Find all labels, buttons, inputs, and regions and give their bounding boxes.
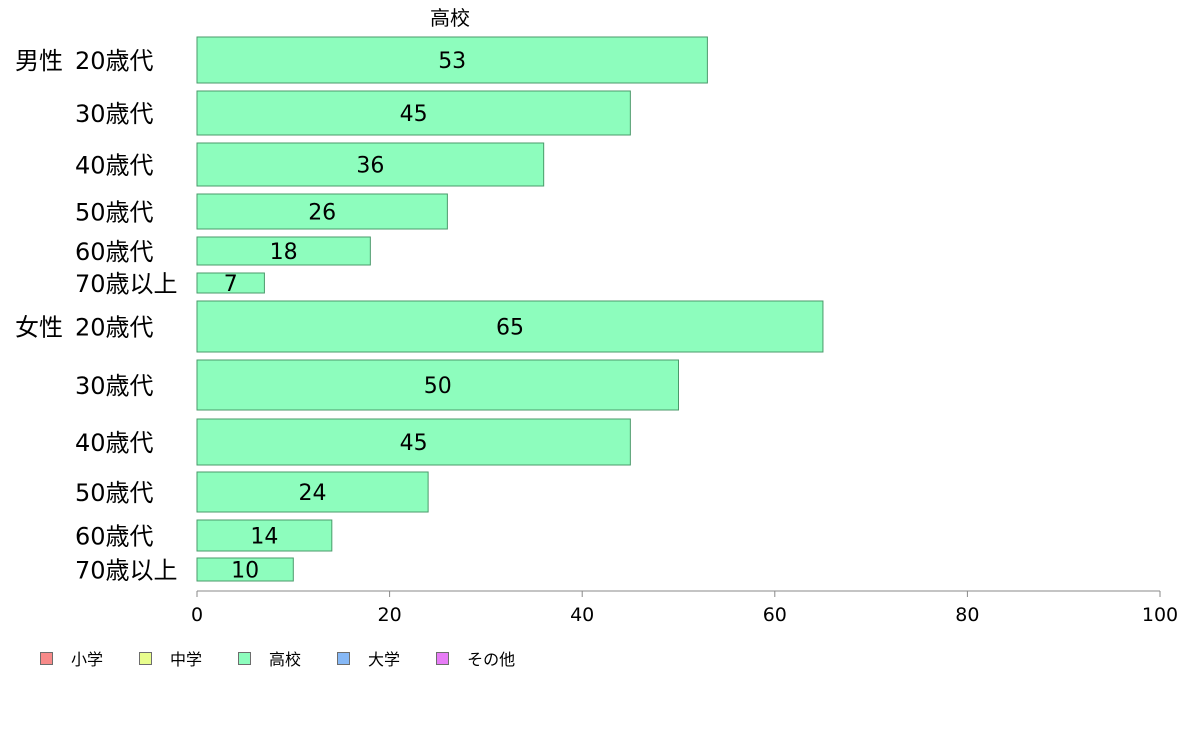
legend-item: 小学 [40, 646, 103, 670]
x-tick-label: 0 [191, 604, 203, 626]
category-label: 20歳代 [75, 314, 154, 342]
bar-male-2 [196, 142, 545, 187]
bar-male-3 [196, 193, 448, 230]
bar-value-label: 50 [424, 374, 452, 399]
category-label: 70歳以上 [75, 270, 178, 298]
bar-value-label: 45 [400, 102, 428, 127]
bar-female-2 [196, 418, 631, 466]
legend-label: 中学 [170, 650, 203, 669]
bar-value-label: 53 [438, 49, 466, 74]
legend-swatch [40, 651, 53, 665]
legend-label: 小学 [71, 650, 104, 669]
legend-item: 中学 [139, 646, 202, 670]
x-tick-label: 60 [763, 604, 787, 626]
bar-value-label: 36 [356, 154, 384, 179]
x-tick-label: 20 [378, 604, 402, 626]
legend-label: 大学 [368, 650, 401, 669]
bar-male-5 [196, 272, 265, 294]
bar-value-label: 14 [250, 525, 278, 550]
bar-male-0 [196, 36, 708, 84]
legend-item: 高校 [238, 646, 301, 670]
category-label: 30歳代 [75, 100, 154, 128]
legend-label: その他 [467, 650, 516, 669]
chart-title: 高校 [430, 6, 470, 30]
bar-value-label: 45 [400, 431, 428, 456]
legend-swatch [238, 651, 252, 665]
category-label: 40歳代 [75, 429, 154, 457]
category-label: 20歳代 [75, 47, 154, 75]
y-axis-labels: 20歳代男性30歳代40歳代50歳代60歳代70歳以上20歳代女性30歳代40歳… [15, 47, 178, 585]
category-label: 50歳代 [75, 479, 154, 507]
group-label: 男性 [15, 47, 63, 75]
legend-item: その他 [436, 646, 515, 670]
bar-female-1 [196, 359, 679, 411]
category-label: 70歳以上 [75, 557, 178, 585]
legend-swatch [139, 651, 153, 665]
bar-female-3 [196, 471, 429, 513]
x-tick-label: 40 [570, 604, 594, 626]
category-label: 60歳代 [75, 523, 154, 551]
legend-item: 大学 [337, 646, 400, 670]
bar-female-5 [196, 557, 294, 582]
bar-male-1 [196, 90, 631, 136]
legend: 小学 中学 高校 大学 その他 [40, 646, 551, 670]
legend-swatch [337, 651, 351, 665]
legend-label: 高校 [269, 650, 302, 669]
bar-value-label: 18 [270, 240, 298, 265]
bars-group: 53 45 36 26 18 7 65 50 45 24 14 10 [196, 36, 824, 584]
bar-value-label: 26 [308, 201, 336, 226]
bar-female-4 [196, 519, 333, 552]
x-tick-label: 100 [1142, 604, 1178, 626]
bar-value-label: 7 [224, 272, 238, 297]
group-label: 女性 [15, 314, 63, 342]
category-label: 60歳代 [75, 238, 154, 266]
legend-swatch [436, 651, 450, 665]
bar-value-label: 10 [231, 559, 259, 584]
x-tick-label: 80 [955, 604, 979, 626]
category-label: 50歳代 [75, 199, 154, 227]
category-label: 40歳代 [75, 152, 154, 180]
bar-value-label: 65 [496, 316, 524, 341]
category-label: 30歳代 [75, 372, 154, 400]
x-axis: 0 20 40 60 80 100 [191, 590, 1178, 626]
bar-female-0 [196, 300, 824, 353]
bar-value-label: 24 [299, 481, 327, 506]
bar-male-4 [196, 236, 371, 266]
